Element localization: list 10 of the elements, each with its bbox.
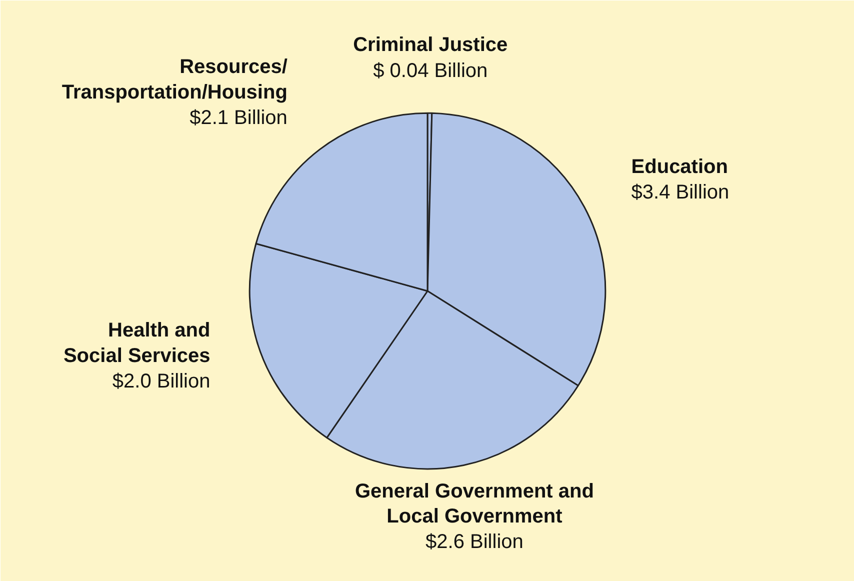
slice-label: Health and Social Services	[63, 319, 210, 367]
data-label: $2.6 Billion	[426, 531, 524, 554]
data-label: $2.0 Billion	[112, 370, 210, 392]
slice-label: Criminal Justice	[353, 34, 508, 56]
slice-label: Resources/ Transportation/Housing	[62, 56, 288, 104]
slice-label: Education	[631, 156, 728, 178]
slice-label: General Government and Local Government	[354, 480, 594, 528]
data-label: $2.1 Billion	[190, 106, 288, 129]
data-label: $3.4 Billion	[631, 182, 730, 204]
data-label: $ 0.04 Billion	[373, 60, 488, 82]
